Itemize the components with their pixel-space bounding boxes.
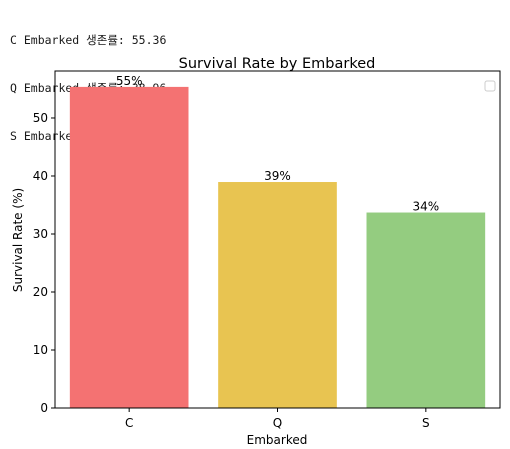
y-tick-label: 50 (33, 111, 48, 125)
x-axis-label: Embarked (247, 433, 308, 447)
y-tick-label: 0 (40, 401, 48, 415)
x-tick-label: S (422, 416, 430, 430)
y-tick-label: 20 (33, 285, 48, 299)
console-line: C Embarked 생존률: 55.36 (10, 33, 167, 47)
y-tick-label: 10 (33, 343, 48, 357)
y-tick-label: 40 (33, 169, 48, 183)
x-tick-label: Q (273, 416, 282, 430)
bar-q (218, 182, 337, 408)
y-tick-label: 30 (33, 227, 48, 241)
x-tick-label: C (125, 416, 133, 430)
bar-c (69, 86, 189, 408)
plot-frame (54, 70, 501, 409)
data-label: 34% (412, 200, 439, 214)
chart-title: Survival Rate by Embarked (179, 56, 376, 72)
legend-box (484, 80, 496, 92)
axes-layer: 0 10 20 30 40 50 C Q S (33, 111, 430, 430)
y-axis-label: Survival Rate (%) (11, 188, 25, 292)
bar-s (366, 212, 486, 408)
labels-layer: 55% 39% 34% (116, 74, 439, 214)
data-label: 39% (264, 169, 291, 183)
bars-layer (69, 86, 486, 408)
data-label: 55% (116, 74, 143, 88)
